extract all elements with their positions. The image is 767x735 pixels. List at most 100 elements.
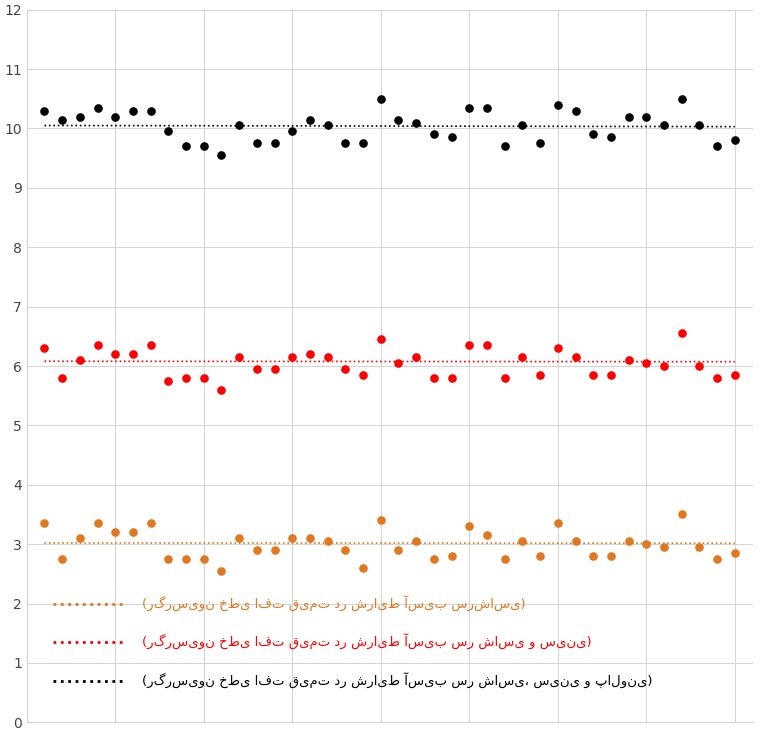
Text: ‫(رگرسیون خطی افت قیمت در شرایط آسیب سر شاسی و سینی)‬: ‫(رگرسیون خطی افت قیمت در شرایط آسیب سر … [142, 634, 591, 650]
Point [676, 93, 688, 104]
Point [233, 532, 245, 544]
Point [410, 535, 423, 547]
Point [534, 551, 546, 562]
Point [729, 547, 741, 559]
Point [410, 117, 423, 129]
Point [180, 372, 193, 384]
Point [198, 140, 210, 152]
Point [38, 343, 51, 354]
Point [481, 101, 493, 113]
Point [463, 101, 476, 113]
Point [233, 120, 245, 132]
Point [321, 535, 334, 547]
Point [144, 340, 156, 351]
Point [304, 348, 316, 360]
Point [693, 120, 706, 132]
Point [499, 372, 511, 384]
Point [374, 514, 387, 526]
Point [693, 541, 706, 553]
Point [56, 553, 68, 565]
Point [74, 111, 86, 123]
Point [251, 544, 263, 556]
Point [339, 544, 351, 556]
Point [499, 553, 511, 565]
Text: ‫(رگرسیون خطی افت قیمت در شرایط آسیب سرشاسی)‬: ‫(رگرسیون خطی افت قیمت در شرایط آسیب سرش… [142, 595, 525, 612]
Point [144, 105, 156, 117]
Point [446, 132, 458, 143]
Point [357, 369, 369, 381]
Point [74, 354, 86, 366]
Point [587, 369, 599, 381]
Point [268, 544, 281, 556]
Point [321, 351, 334, 363]
Point [321, 120, 334, 132]
Point [729, 135, 741, 146]
Point [516, 351, 528, 363]
Point [446, 372, 458, 384]
Point [428, 372, 440, 384]
Point [216, 565, 228, 577]
Point [163, 375, 175, 387]
Point [658, 120, 670, 132]
Point [410, 351, 423, 363]
Point [374, 334, 387, 345]
Point [481, 529, 493, 541]
Point [534, 137, 546, 149]
Point [640, 111, 653, 123]
Point [91, 340, 104, 351]
Point [446, 551, 458, 562]
Point [339, 363, 351, 375]
Point [711, 553, 723, 565]
Point [286, 532, 298, 544]
Point [393, 357, 405, 369]
Point [91, 101, 104, 113]
Point [604, 369, 617, 381]
Point [604, 132, 617, 143]
Point [127, 105, 139, 117]
Point [587, 551, 599, 562]
Point [180, 140, 193, 152]
Point [569, 535, 581, 547]
Point [623, 354, 635, 366]
Point [127, 526, 139, 538]
Point [286, 126, 298, 137]
Point [38, 517, 51, 529]
Point [163, 126, 175, 137]
Point [251, 137, 263, 149]
Point [516, 120, 528, 132]
Point [216, 384, 228, 395]
Point [74, 532, 86, 544]
Point [216, 149, 228, 161]
Point [551, 343, 564, 354]
Point [711, 372, 723, 384]
Point [127, 348, 139, 360]
Point [569, 105, 581, 117]
Point [286, 351, 298, 363]
Point [623, 111, 635, 123]
Point [428, 129, 440, 140]
Text: ‫(رگرسیون خطی افت قیمت در شرایط آسیب سر شاسی، سینی و پالونی)‬: ‫(رگرسیون خطی افت قیمت در شرایط آسیب سر … [142, 673, 653, 689]
Point [180, 553, 193, 565]
Point [144, 517, 156, 529]
Point [676, 328, 688, 340]
Point [551, 98, 564, 110]
Point [534, 369, 546, 381]
Point [604, 551, 617, 562]
Point [640, 357, 653, 369]
Point [109, 111, 121, 123]
Point [91, 517, 104, 529]
Point [481, 340, 493, 351]
Point [676, 509, 688, 520]
Point [463, 340, 476, 351]
Point [711, 140, 723, 152]
Point [428, 553, 440, 565]
Point [357, 137, 369, 149]
Point [374, 93, 387, 104]
Point [393, 544, 405, 556]
Point [357, 562, 369, 574]
Point [693, 360, 706, 372]
Point [551, 517, 564, 529]
Point [268, 137, 281, 149]
Point [163, 553, 175, 565]
Point [304, 532, 316, 544]
